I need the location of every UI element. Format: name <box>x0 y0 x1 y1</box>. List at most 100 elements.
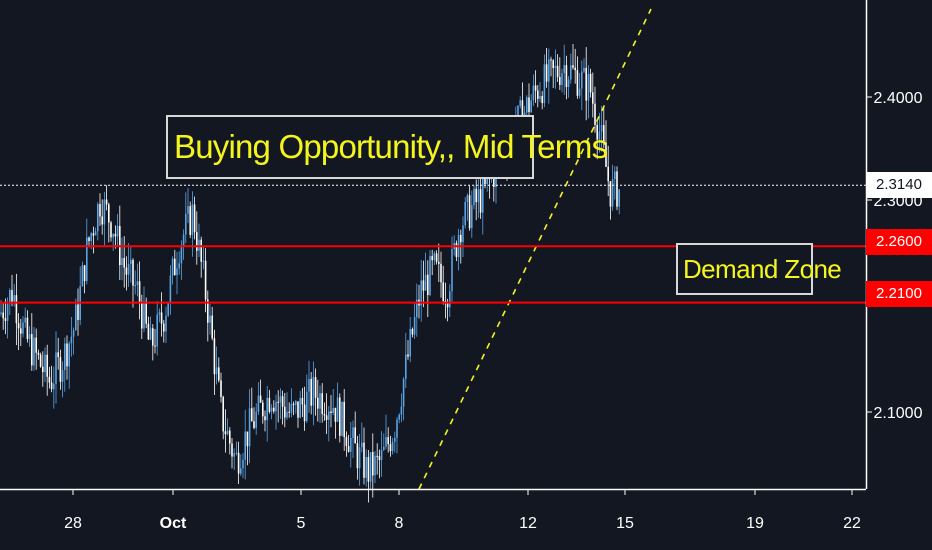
candle-body <box>411 328 414 335</box>
candle-body <box>290 403 293 413</box>
candle-body <box>477 189 480 203</box>
candle-body <box>262 402 264 417</box>
candle-body <box>218 367 220 381</box>
candle-body <box>420 280 422 306</box>
candle-body <box>449 291 451 308</box>
candle-body <box>380 449 383 460</box>
candle-body <box>345 437 348 447</box>
candle-body <box>321 393 323 415</box>
candle-body <box>68 343 70 367</box>
candle-body <box>363 442 365 478</box>
candle-body <box>17 323 20 329</box>
candle-body <box>389 444 392 452</box>
candle-body <box>350 437 352 452</box>
candle-body <box>400 406 403 415</box>
candle-body <box>149 328 152 340</box>
candle-body <box>334 407 337 422</box>
candle-body <box>75 304 77 331</box>
candle-body <box>405 354 407 379</box>
candle-body <box>391 441 394 452</box>
candle-body <box>130 259 132 264</box>
candle-body <box>409 328 411 357</box>
candle-body <box>341 401 343 436</box>
candle-body <box>90 233 92 242</box>
candle-body <box>435 253 438 262</box>
candle-body <box>46 354 48 377</box>
candle-body <box>244 431 246 460</box>
candle-body <box>202 260 205 262</box>
candle-body <box>39 354 42 367</box>
candle-body <box>114 233 117 237</box>
candle-body <box>367 457 370 482</box>
candle-body <box>209 315 211 323</box>
candle-body <box>592 92 594 104</box>
candle-body <box>94 231 97 236</box>
candle-body <box>468 195 471 229</box>
candle-body <box>369 452 372 482</box>
candle-body <box>81 265 84 287</box>
x-axis-ticks: 28 Oct 5 8 12 15 19 22 <box>64 489 861 532</box>
candle-body <box>407 354 409 357</box>
trendline <box>418 8 652 490</box>
candlestick-series <box>0 44 620 503</box>
candle-body <box>134 285 136 287</box>
candle-body <box>587 73 590 101</box>
candle-body <box>2 312 4 319</box>
candle-body <box>178 263 180 269</box>
candle-body <box>222 396 224 432</box>
candle-body <box>147 323 150 340</box>
x-tick-label: 28 <box>64 515 82 532</box>
candle-body <box>288 411 290 413</box>
candle-body <box>141 303 143 329</box>
candle-body <box>101 216 103 225</box>
candle-body <box>127 263 130 275</box>
candle-body <box>132 259 134 286</box>
candle-body <box>237 452 240 474</box>
candle-body <box>424 274 427 291</box>
candle-body <box>103 199 106 225</box>
candle-body <box>0 312 2 314</box>
x-tick-label: 15 <box>616 515 634 532</box>
candle-body <box>616 171 618 207</box>
candle-body <box>374 455 376 476</box>
candle-body <box>541 95 543 104</box>
candle-body <box>429 256 431 295</box>
candle-body <box>112 233 114 238</box>
candle-body <box>163 323 165 332</box>
candle-body <box>475 188 477 203</box>
candle-body <box>306 391 308 422</box>
candle-body <box>493 174 495 188</box>
level-tag-upper: 2.2600 <box>866 229 932 255</box>
candle-body <box>596 124 598 140</box>
candle-body <box>180 245 183 264</box>
candle-body <box>548 59 550 82</box>
candle-body <box>50 382 53 390</box>
candle-body <box>64 343 66 371</box>
candle-body <box>561 73 563 85</box>
candle-body <box>332 407 334 413</box>
candle-body <box>312 377 315 406</box>
candle-body <box>462 225 464 243</box>
candle-body <box>578 88 581 96</box>
candle-body <box>572 65 574 68</box>
candle-body <box>253 421 255 428</box>
candle-body <box>174 258 176 276</box>
candle-body <box>611 179 614 207</box>
candle-body <box>193 204 196 233</box>
candle-body <box>215 367 218 375</box>
candle-body <box>528 97 530 113</box>
candle-body <box>526 97 528 113</box>
candle-body <box>308 378 310 392</box>
candle-body <box>319 393 321 409</box>
x-tick-label: 8 <box>395 515 404 532</box>
candle-body <box>72 330 75 337</box>
candle-body <box>31 334 33 366</box>
candle-body <box>317 397 319 409</box>
candle-body <box>394 437 396 442</box>
candle-body <box>273 407 275 412</box>
candle-body <box>378 456 381 460</box>
candle-body <box>248 408 251 447</box>
candle-body <box>396 419 398 438</box>
candle-body <box>189 206 191 235</box>
candle-body <box>385 437 387 447</box>
